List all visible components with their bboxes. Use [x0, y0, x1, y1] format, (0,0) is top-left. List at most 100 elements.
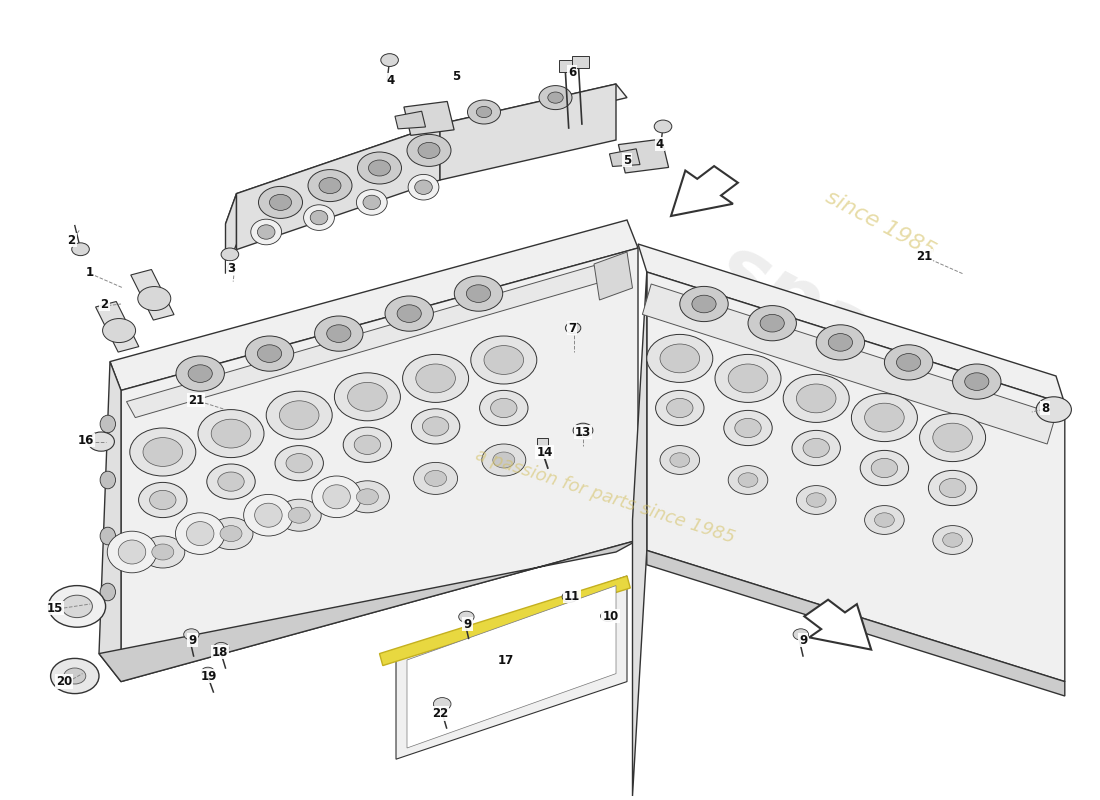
Circle shape: [288, 507, 310, 523]
Text: 9: 9: [188, 634, 197, 646]
Polygon shape: [121, 248, 638, 682]
Circle shape: [201, 667, 214, 677]
Circle shape: [920, 414, 986, 462]
Circle shape: [266, 391, 332, 439]
Circle shape: [257, 345, 282, 362]
Circle shape: [933, 423, 972, 452]
Circle shape: [138, 286, 170, 310]
Ellipse shape: [408, 174, 439, 200]
Circle shape: [51, 658, 99, 694]
Circle shape: [211, 419, 251, 448]
Circle shape: [692, 295, 716, 313]
Text: spares: spares: [701, 227, 1015, 445]
Circle shape: [466, 285, 491, 302]
Ellipse shape: [251, 219, 282, 245]
Circle shape: [476, 106, 492, 118]
Text: 7: 7: [568, 322, 576, 334]
Text: 11: 11: [564, 590, 580, 602]
Circle shape: [64, 668, 86, 684]
Text: 17: 17: [498, 654, 514, 666]
Circle shape: [803, 438, 829, 458]
Text: since 1985: since 1985: [822, 186, 938, 262]
Circle shape: [871, 458, 898, 478]
Circle shape: [468, 100, 500, 124]
Text: 5: 5: [452, 70, 461, 82]
Circle shape: [539, 86, 572, 110]
Circle shape: [1036, 397, 1071, 422]
Polygon shape: [99, 362, 121, 682]
Text: 8: 8: [1041, 402, 1049, 414]
Circle shape: [381, 54, 398, 66]
Polygon shape: [572, 56, 588, 68]
Polygon shape: [131, 270, 174, 320]
Circle shape: [562, 591, 578, 602]
Circle shape: [953, 364, 1001, 399]
Circle shape: [207, 464, 255, 499]
Ellipse shape: [310, 210, 328, 225]
Text: 4: 4: [656, 138, 664, 150]
Circle shape: [258, 186, 303, 218]
Circle shape: [656, 390, 704, 426]
Polygon shape: [126, 266, 603, 418]
Circle shape: [943, 533, 962, 547]
Circle shape: [220, 526, 242, 542]
Text: 18: 18: [212, 646, 228, 658]
Circle shape: [939, 478, 966, 498]
Circle shape: [792, 430, 840, 466]
Circle shape: [286, 454, 312, 473]
Circle shape: [130, 428, 196, 476]
Text: 19: 19: [201, 670, 217, 682]
Text: 16: 16: [78, 434, 94, 446]
Circle shape: [793, 629, 808, 640]
Ellipse shape: [257, 225, 275, 239]
Polygon shape: [618, 139, 669, 173]
Circle shape: [141, 536, 185, 568]
Circle shape: [218, 472, 244, 491]
Circle shape: [670, 453, 690, 467]
Circle shape: [660, 446, 700, 474]
Text: 3: 3: [227, 262, 235, 274]
Circle shape: [414, 462, 458, 494]
Circle shape: [728, 364, 768, 393]
Circle shape: [738, 473, 758, 487]
Circle shape: [760, 314, 784, 332]
Circle shape: [102, 318, 135, 342]
Circle shape: [965, 373, 989, 390]
Text: 9: 9: [799, 634, 807, 646]
Circle shape: [728, 466, 768, 494]
Circle shape: [348, 382, 387, 411]
Circle shape: [896, 354, 921, 371]
Circle shape: [221, 248, 239, 261]
Ellipse shape: [415, 180, 432, 194]
Polygon shape: [537, 438, 548, 445]
Circle shape: [176, 356, 224, 391]
Circle shape: [88, 432, 114, 451]
Circle shape: [928, 470, 977, 506]
Ellipse shape: [100, 527, 116, 545]
Text: 15: 15: [47, 602, 63, 614]
Circle shape: [188, 365, 212, 382]
Circle shape: [275, 446, 323, 481]
Circle shape: [397, 305, 421, 322]
Text: 22: 22: [432, 707, 448, 720]
Circle shape: [403, 354, 469, 402]
Text: 5: 5: [623, 154, 631, 166]
Circle shape: [315, 316, 363, 351]
Polygon shape: [96, 302, 139, 352]
Ellipse shape: [363, 195, 381, 210]
Text: 4: 4: [386, 74, 395, 86]
Circle shape: [385, 296, 433, 331]
Circle shape: [484, 346, 524, 374]
Circle shape: [184, 629, 199, 640]
Circle shape: [425, 470, 447, 486]
Polygon shape: [642, 284, 1056, 444]
Ellipse shape: [322, 485, 350, 509]
Polygon shape: [609, 149, 640, 166]
Circle shape: [724, 410, 772, 446]
Circle shape: [72, 243, 89, 256]
Circle shape: [319, 178, 341, 194]
Circle shape: [874, 513, 894, 527]
Circle shape: [368, 160, 390, 176]
Circle shape: [150, 490, 176, 510]
Text: 21: 21: [916, 250, 932, 262]
